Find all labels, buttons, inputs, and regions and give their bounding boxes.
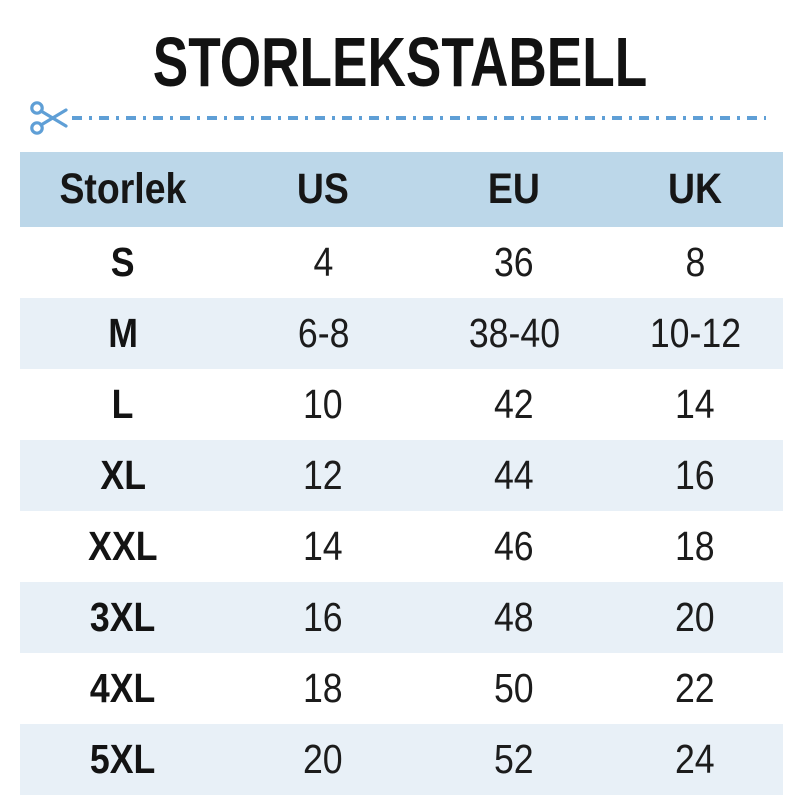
eu-cell: 52 — [494, 736, 534, 782]
uk-cell: 14 — [675, 381, 716, 427]
eu-cell: 44 — [494, 452, 534, 498]
table-row: 5XL 20 52 24 — [20, 724, 783, 795]
us-cell: 6-8 — [297, 310, 350, 356]
us-cell: 12 — [303, 452, 344, 498]
table-row: M 6-8 38-40 10-12 — [20, 298, 783, 369]
uk-cell: 22 — [675, 665, 716, 711]
table-header-row: Storlek US EU UK — [20, 152, 783, 227]
uk-cell: 10-12 — [649, 310, 741, 356]
size-cell: 3XL — [90, 594, 156, 640]
eu-cell: 46 — [494, 523, 534, 569]
eu-cell: 42 — [494, 381, 534, 427]
eu-cell: 38-40 — [468, 310, 560, 356]
uk-cell: 24 — [675, 736, 716, 782]
us-cell: 14 — [303, 523, 344, 569]
cut-line-graphic — [30, 101, 766, 135]
uk-cell: 20 — [675, 594, 716, 640]
size-cell: 4XL — [90, 665, 156, 711]
table-row: 3XL 16 48 20 — [20, 582, 783, 653]
column-header-storlek: Storlek — [59, 165, 187, 213]
size-cell: L — [112, 381, 134, 427]
us-cell: 18 — [303, 665, 344, 711]
size-cell: 5XL — [90, 736, 156, 782]
us-cell: 20 — [303, 736, 344, 782]
table-row: XL 12 44 16 — [20, 440, 783, 511]
uk-cell: 16 — [675, 452, 716, 498]
eu-cell: 48 — [494, 594, 534, 640]
column-header-uk: UK — [668, 165, 723, 213]
size-cell: XXL — [88, 523, 158, 569]
eu-cell: 36 — [494, 239, 534, 285]
column-header-eu: EU — [488, 165, 541, 213]
uk-cell: 18 — [675, 523, 716, 569]
size-cell: S — [111, 239, 135, 285]
table-row: L 10 42 14 — [20, 369, 783, 440]
scissors-icon — [30, 101, 68, 135]
us-cell: 10 — [303, 381, 344, 427]
table-row: 4XL 18 50 22 — [20, 653, 783, 724]
table-row: S 4 36 8 — [20, 227, 783, 298]
size-chart-table: Storlek US EU UK S 4 36 8 M 6-8 38-40 10… — [20, 152, 783, 795]
us-cell: 16 — [303, 594, 344, 640]
column-header-us: US — [297, 165, 350, 213]
table-row: XXL 14 46 18 — [20, 511, 783, 582]
uk-cell: 8 — [685, 239, 706, 285]
us-cell: 4 — [313, 239, 334, 285]
size-cell: XL — [100, 452, 146, 498]
page-title: STORLEKSTABELL — [152, 23, 648, 101]
size-cell: M — [108, 310, 138, 356]
eu-cell: 50 — [494, 665, 534, 711]
cut-line — [0, 98, 800, 138]
